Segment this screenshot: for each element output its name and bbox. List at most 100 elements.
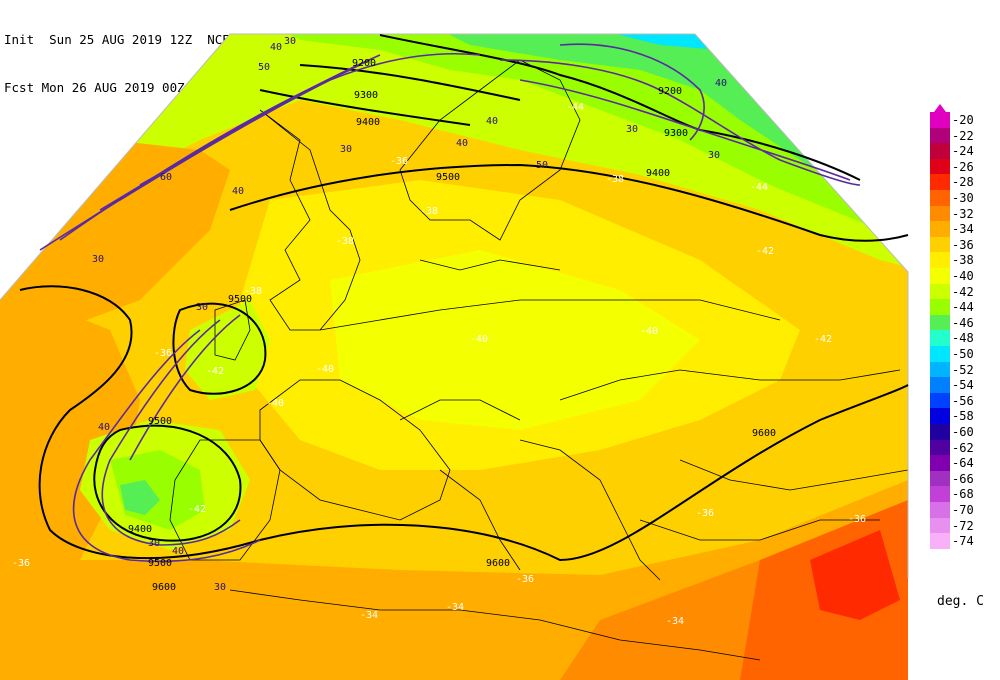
legend-row: -54 xyxy=(928,377,1000,394)
coastline-layer xyxy=(169,59,909,661)
legend-row: -28 xyxy=(928,174,1000,191)
legend-label: -54 xyxy=(952,378,974,393)
temperature-label: -36 xyxy=(390,156,408,167)
wind-label: 40 xyxy=(270,42,282,53)
legend-swatch xyxy=(930,470,950,487)
legend-row: -64 xyxy=(928,455,1000,472)
legend-label: -42 xyxy=(952,284,974,299)
temperature-label: -36 xyxy=(154,348,172,359)
legend-label: -74 xyxy=(952,534,974,549)
legend-swatch xyxy=(930,143,950,160)
legend-label: -72 xyxy=(952,518,974,533)
legend-swatch xyxy=(930,174,950,191)
wind-label: 60 xyxy=(160,172,172,183)
height-label: 9500 xyxy=(436,172,460,183)
legend-row: -30 xyxy=(928,190,1000,206)
legend-units: deg. C xyxy=(937,594,984,609)
wind-label: 30 xyxy=(284,36,296,47)
height-label: 9400 xyxy=(646,168,670,179)
wind-label-group: 30 40 50 60 30 40 30 40 30 40 50 30 30 4… xyxy=(92,36,727,593)
legend-label: -40 xyxy=(952,269,974,283)
legend-label: -64 xyxy=(952,456,974,471)
legend-swatch xyxy=(930,127,950,144)
legend-label: -44 xyxy=(952,300,974,315)
temperature-label: -40 xyxy=(266,398,284,409)
legend-row: -40 xyxy=(928,268,1000,284)
temperature-label: -36 xyxy=(516,574,534,585)
legend-label: -70 xyxy=(952,503,974,517)
legend-swatch xyxy=(930,455,950,472)
wind-label: 40 xyxy=(456,138,468,149)
legend-row: -48 xyxy=(928,330,1000,347)
temperature-label: -42 xyxy=(188,504,206,515)
wind-label: 40 xyxy=(172,546,184,557)
wind-label: 30 xyxy=(340,144,352,155)
temperature-label: -42 xyxy=(814,334,832,345)
legend-swatch xyxy=(930,533,950,550)
legend-label: -58 xyxy=(952,409,974,424)
legend-row: -46 xyxy=(928,314,1000,331)
legend-label: -68 xyxy=(952,487,974,502)
legend-swatch xyxy=(930,330,950,347)
legend-swatch xyxy=(930,502,950,518)
wind-label: 50 xyxy=(536,160,548,171)
legend-label: -26 xyxy=(952,159,974,174)
legend-swatch xyxy=(930,236,950,253)
legend-swatch xyxy=(930,221,950,238)
legend-label: -46 xyxy=(952,315,974,330)
height-label: 9600 xyxy=(752,428,776,439)
wind-label: 50 xyxy=(258,62,270,73)
wind-label: 40 xyxy=(715,78,727,89)
legend-row: -34 xyxy=(928,221,1000,238)
legend-swatch xyxy=(930,205,950,222)
temperature-label: -34 xyxy=(446,602,464,613)
temperature-label: -34 xyxy=(360,610,378,621)
legend-row: -32 xyxy=(928,205,1000,222)
legend-row: -26 xyxy=(928,158,1000,175)
legend-swatch xyxy=(930,299,950,316)
temperature-label: -36 xyxy=(696,508,714,519)
temperature-label: -38 xyxy=(244,286,262,297)
legend-row: -74 xyxy=(928,533,1000,550)
height-label: 9600 xyxy=(486,558,510,569)
wind-label: 40 xyxy=(486,116,498,127)
legend-row: -58 xyxy=(928,408,1000,425)
legend-row: -72 xyxy=(928,517,1000,534)
height-label: 9400 xyxy=(128,524,152,535)
temperature-label: -44 xyxy=(566,102,584,113)
wind-label: 30 xyxy=(196,302,208,313)
legend-row: -68 xyxy=(928,486,1000,503)
temperature-label: -42 xyxy=(756,246,774,257)
legend-label: -34 xyxy=(952,222,974,237)
height-label: 9200 xyxy=(658,86,682,97)
legend-row: -20 xyxy=(928,112,1000,128)
legend-swatch xyxy=(930,190,950,206)
legend-row: -52 xyxy=(928,361,1000,378)
legend-label: -60 xyxy=(952,425,974,439)
legend-label: -62 xyxy=(952,440,974,455)
legend-label: -22 xyxy=(952,128,974,143)
legend-swatch xyxy=(930,408,950,425)
legend-row: -24 xyxy=(928,143,1000,160)
legend-swatch xyxy=(930,392,950,409)
legend-label: -56 xyxy=(952,393,974,408)
legend-swatch xyxy=(930,439,950,456)
legend-row: -56 xyxy=(928,392,1000,409)
temperature-label: -36 xyxy=(12,558,30,569)
wind-contours xyxy=(39,43,861,563)
legend-swatch xyxy=(930,517,950,534)
temperature-label: -40 xyxy=(470,334,488,345)
legend-label: -66 xyxy=(952,471,974,486)
temperature-label: -34 xyxy=(666,616,684,627)
height-label: 9500 xyxy=(228,294,252,305)
temperature-label: -40 xyxy=(640,326,658,337)
legend-label: -20 xyxy=(952,113,974,127)
height-label: 9200 xyxy=(352,58,376,69)
height-label: 9300 xyxy=(354,90,378,101)
legend-label: -52 xyxy=(952,362,974,377)
wind-label: 40 xyxy=(98,422,110,433)
temperature-label: -38 xyxy=(420,206,438,217)
temperature-label: -42 xyxy=(206,366,224,377)
temperature-legend: -20 -22 -24 -26 -28 -30 -32 -34 -36 -38 -40 -42 -44-… xyxy=(928,112,1000,572)
